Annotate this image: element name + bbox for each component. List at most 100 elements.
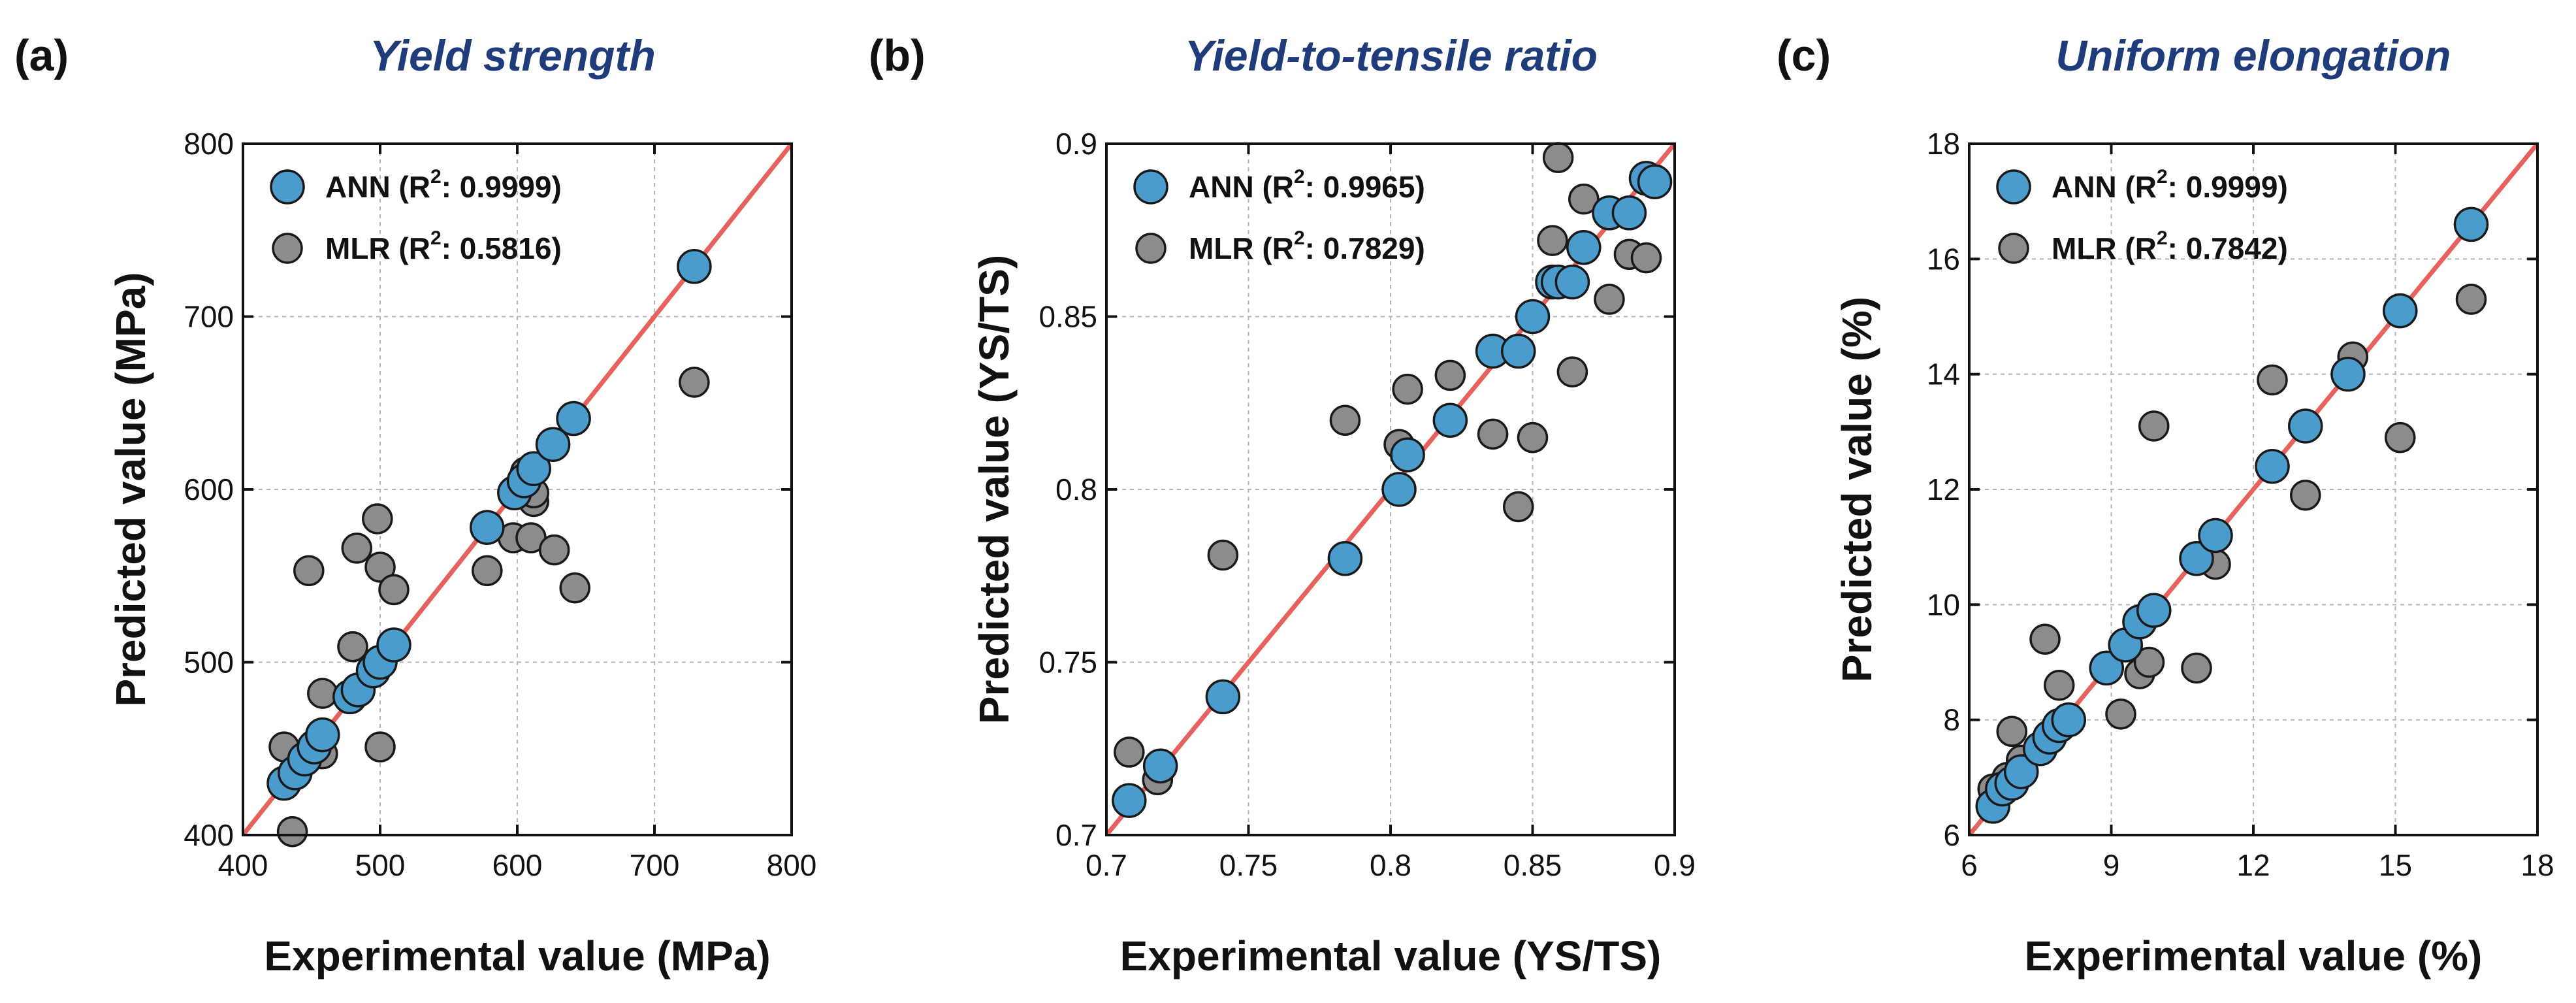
x-axis-label: Experimental value (MPa) bbox=[264, 932, 770, 979]
mlr-point bbox=[1630, 242, 1662, 274]
legend-superscript: 2 bbox=[2157, 227, 2168, 249]
y-tick-label: 400 bbox=[184, 818, 234, 852]
x-tick-label: 6 bbox=[1961, 848, 1978, 882]
ann-point bbox=[2051, 702, 2086, 738]
ann-point bbox=[1566, 229, 1602, 265]
legend-superscript: 2 bbox=[2157, 166, 2168, 188]
mlr-point bbox=[1537, 225, 1568, 256]
legend-r2: : 0.5816) bbox=[442, 231, 562, 265]
x-axis-label: Experimental value (%) bbox=[2025, 932, 2483, 979]
x-tick-label: 12 bbox=[2236, 848, 2270, 882]
x-tick-label: 0.85 bbox=[1504, 848, 1562, 882]
legend-entry-mlr: MLR (R2: 0.7842) bbox=[2052, 227, 2288, 265]
legend-prefix: MLR (R bbox=[325, 231, 430, 265]
mlr-point bbox=[2138, 410, 2170, 442]
ann-point bbox=[1327, 541, 1363, 576]
legend-entry-ann: ANN (R2: 0.9999) bbox=[325, 166, 562, 204]
ann-point bbox=[1205, 679, 1241, 715]
mlr-point bbox=[341, 533, 373, 564]
legend-marker-mlr bbox=[272, 233, 303, 264]
mlr-point bbox=[1477, 418, 1509, 450]
ann-point bbox=[1515, 299, 1551, 335]
chart-title: Uniform elongation bbox=[2056, 31, 2451, 80]
ann-point bbox=[2330, 356, 2366, 392]
mlr-point bbox=[1568, 183, 1600, 215]
legend-marker-mlr bbox=[1998, 233, 2029, 264]
mlr-point bbox=[559, 572, 590, 604]
mlr-point bbox=[307, 678, 338, 709]
ann-point bbox=[305, 717, 340, 753]
legend-r2: : 0.9999) bbox=[442, 170, 562, 204]
legend-r2: : 0.9999) bbox=[2168, 170, 2288, 204]
mlr-point bbox=[2105, 699, 2136, 730]
mlr-point bbox=[2133, 646, 2165, 678]
y-tick-label: 700 bbox=[184, 300, 234, 334]
x-tick-label: 18 bbox=[2520, 848, 2554, 882]
ann-point bbox=[1390, 437, 1425, 472]
x-tick-label: 9 bbox=[2103, 848, 2120, 882]
panel-label: (a) bbox=[14, 31, 69, 80]
mlr-point bbox=[1434, 359, 1466, 391]
y-tick-label: 0.8 bbox=[1055, 472, 1097, 506]
mlr-point bbox=[472, 555, 503, 587]
mlr-point bbox=[1392, 373, 1423, 405]
mlr-point bbox=[1996, 715, 2027, 748]
legend-r2: : 0.7842) bbox=[2168, 231, 2288, 265]
chart-panel-1: (b) Yield-to-tensile ratio 0.7 0.75 0.8 0.85 0… bbox=[869, 31, 1696, 979]
x-axis-label: Experimental value (YS/TS) bbox=[1120, 932, 1662, 979]
ann-point bbox=[1554, 264, 1590, 300]
ann-point bbox=[1112, 783, 1147, 818]
x-tick-label: 0.8 bbox=[1370, 848, 1411, 882]
x-tick-label: 0.9 bbox=[1654, 848, 1696, 882]
legend-superscript: 2 bbox=[1294, 227, 1305, 249]
x-tick-label: 0.75 bbox=[1219, 848, 1278, 882]
y-tick-label: 0.75 bbox=[1038, 646, 1097, 680]
mlr-point bbox=[2181, 652, 2212, 684]
legend-r2: : 0.7829) bbox=[1305, 231, 1425, 265]
legend-entry-ann: ANN (R2: 0.9965) bbox=[1189, 166, 1425, 204]
legend-entry-mlr: MLR (R2: 0.5816) bbox=[325, 227, 562, 265]
panel-label: (c) bbox=[1777, 31, 1831, 80]
y-tick-label: 500 bbox=[184, 646, 234, 680]
mlr-point bbox=[1594, 284, 1625, 315]
ann-point bbox=[376, 627, 411, 663]
legend-prefix: ANN (R bbox=[1189, 170, 1294, 204]
chart-panel-0: (a) Yield strength 400 500 600 700 800 400 500 60… bbox=[14, 31, 816, 979]
y-axis-label: Predicted value (YS/TS) bbox=[971, 255, 1018, 724]
y-axis-label: Predicted value (%) bbox=[1833, 297, 1880, 682]
ann-point bbox=[1432, 403, 1468, 438]
ann-point bbox=[516, 451, 551, 487]
mlr-point bbox=[1556, 356, 1588, 387]
mlr-point bbox=[1329, 404, 1361, 436]
ann-point bbox=[1142, 748, 1178, 783]
legend-marker-ann bbox=[270, 169, 305, 205]
chart-panel-2: (c) Uniform elongation 6 9 12 15 18 6 8 10 12 14 16 1… bbox=[1777, 31, 2554, 979]
mlr-point bbox=[2029, 623, 2061, 655]
ann-point bbox=[470, 510, 505, 545]
legend-prefix: ANN (R bbox=[325, 170, 430, 204]
ann-point bbox=[2136, 593, 2172, 628]
ann-point bbox=[2383, 293, 2418, 329]
legend-prefix: MLR (R bbox=[1189, 231, 1294, 265]
y-tick-label: 800 bbox=[184, 127, 234, 161]
legend-marker-ann bbox=[1133, 169, 1168, 205]
x-tick-label: 500 bbox=[355, 848, 406, 882]
mlr-point bbox=[1503, 491, 1534, 523]
legend-prefix: ANN (R bbox=[2052, 170, 2157, 204]
legend-entry-ann: ANN (R2: 0.9999) bbox=[2052, 166, 2288, 204]
ann-point bbox=[2255, 448, 2290, 484]
mlr-point bbox=[2290, 480, 2321, 511]
mlr-point bbox=[2455, 284, 2487, 315]
x-tick-label: 700 bbox=[630, 848, 680, 882]
chart-title: Yield-to-tensile ratio bbox=[1185, 31, 1598, 80]
mlr-point bbox=[1517, 421, 1549, 453]
ann-point bbox=[677, 249, 712, 284]
mlr-point bbox=[1114, 736, 1145, 768]
mlr-point bbox=[378, 574, 410, 606]
ann-point bbox=[2179, 541, 2214, 576]
y-tick-label: 0.85 bbox=[1038, 300, 1097, 334]
y-tick-label: 12 bbox=[1927, 472, 1960, 506]
x-tick-label: 400 bbox=[218, 848, 268, 882]
mlr-point bbox=[2257, 364, 2288, 396]
ann-point bbox=[2198, 518, 2233, 553]
